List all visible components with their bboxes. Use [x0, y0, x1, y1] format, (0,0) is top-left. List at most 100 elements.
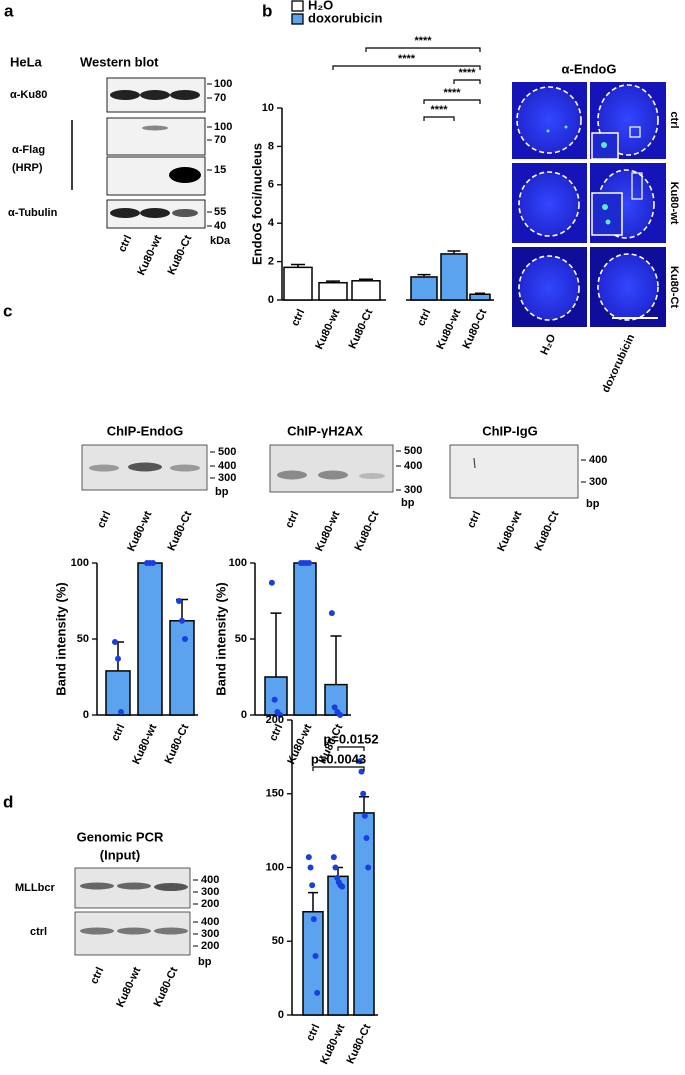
data-point [271, 696, 278, 703]
cell-line: HeLa [10, 54, 43, 69]
bar [105, 670, 131, 716]
marker-label: 200 [201, 940, 219, 952]
x-tick-label: Ku80-wt [318, 1022, 347, 1066]
significance-label: **** [443, 87, 461, 99]
lane-label: Ku80-Ct [166, 509, 195, 553]
y-tick-label: 2 [268, 256, 274, 268]
marker-unit: kDa [210, 235, 231, 247]
x-tick-label: Ku80-wt [130, 722, 159, 766]
row-label: ctrl [30, 926, 47, 938]
column-label: doxorubicin [600, 332, 638, 394]
marker-unit: bp [401, 497, 415, 509]
lane-label: Ku80-wt [125, 509, 154, 553]
gels [74, 444, 579, 956]
y-tick-label: 100 [229, 557, 247, 569]
significance-label: **** [458, 67, 476, 79]
marker-label: 300 [201, 886, 219, 898]
bar [318, 281, 348, 301]
bar [264, 676, 288, 716]
data-point [339, 883, 346, 890]
lane-label: Ku80-Ct [166, 233, 195, 277]
y-axis-label: EndoG foci/nucleus [249, 143, 264, 265]
antibody-label: α-Flag [12, 144, 45, 156]
bar [137, 562, 163, 716]
y-tick-label: 100 [71, 557, 89, 569]
y-axis-label: Band intensity (%) [53, 582, 68, 695]
significance-label: **** [414, 35, 432, 47]
marker-label: 70 [214, 92, 226, 104]
data-point [360, 790, 367, 797]
row-label: Ku80-wt [668, 182, 680, 225]
gel-title: (Input) [100, 847, 140, 862]
significance-bracket [365, 47, 481, 52]
y-tick-label: 10 [262, 102, 274, 114]
marker-label: 400 [589, 454, 607, 466]
data-point [363, 835, 370, 841]
bar [353, 812, 375, 1016]
gel-bands [80, 457, 476, 935]
significance-label: p=0.0043 [311, 751, 366, 766]
panel-letter: d [3, 792, 13, 811]
x-tick-label: ctrl [415, 307, 433, 328]
gel-title: ChIP-γH2AX [287, 423, 363, 438]
bar [351, 280, 381, 301]
data-point [328, 610, 335, 617]
y-axis-label: Band intensity (%) [213, 582, 228, 695]
x-tick-label: Ku80-Ct [163, 722, 192, 766]
data-point [182, 636, 188, 642]
x-tick-label: ctrl [289, 307, 307, 328]
y-tick-label: 200 [266, 714, 284, 726]
y-tick-label: 100 [266, 861, 284, 873]
significance-bracket [332, 65, 481, 70]
data-point [118, 708, 124, 715]
imaging-title: α-EndoG [562, 61, 617, 76]
marker-label: 300 [201, 928, 219, 940]
data-point [331, 704, 338, 711]
marker-unit: bp [586, 498, 600, 510]
y-tick-label: 50 [77, 633, 89, 645]
lane-label: ctrl [116, 233, 134, 254]
row-label: ctrl [668, 111, 680, 128]
data-point [337, 712, 344, 718]
column-label: H₂O [538, 332, 558, 357]
data-point [309, 882, 316, 889]
marker-unit: bp [215, 486, 229, 498]
marker-label: 100 [214, 78, 232, 90]
blot-title: Western blot [80, 54, 159, 69]
lane-label: ctrl [88, 965, 106, 986]
marker-label: 400 [201, 874, 219, 886]
legend-label: H₂O [308, 0, 333, 12]
error-bar [270, 612, 282, 677]
x-tick-label: Ku80-wt [313, 307, 342, 351]
marker-label: 500 [404, 445, 422, 457]
significance-bracket [337, 746, 365, 751]
significance-bracket [453, 79, 481, 84]
legend-swatch [291, 0, 304, 12]
data-point [179, 617, 185, 624]
data-point [277, 712, 284, 718]
data-point [268, 579, 275, 586]
x-tick-label: Ku80-wt [434, 307, 463, 351]
x-tick-label: Ku80-Ct [345, 1022, 374, 1066]
data-point [307, 864, 314, 871]
data-point [356, 758, 363, 765]
error-bar [359, 795, 369, 813]
blot [106, 77, 206, 229]
gel-title: Genomic PCR [77, 829, 164, 844]
y-tick-label: 4 [268, 217, 275, 229]
y-tick-label: 50 [235, 633, 247, 645]
error-bar [308, 891, 318, 912]
gel-title: ChIP-IgG [482, 423, 538, 438]
data-point [306, 560, 313, 566]
data-point [358, 768, 365, 775]
lane-label: ctrl [283, 509, 301, 530]
marker-label: 500 [218, 446, 236, 458]
marker-label: 400 [218, 460, 236, 472]
lane-label: ctrl [465, 509, 483, 530]
x-tick-label: ctrl [304, 1022, 322, 1043]
significance-label: **** [430, 104, 448, 116]
significance-label: **** [398, 53, 416, 65]
significance-bracket [423, 116, 455, 121]
bar [169, 620, 195, 716]
marker-label: 100 [214, 121, 232, 133]
